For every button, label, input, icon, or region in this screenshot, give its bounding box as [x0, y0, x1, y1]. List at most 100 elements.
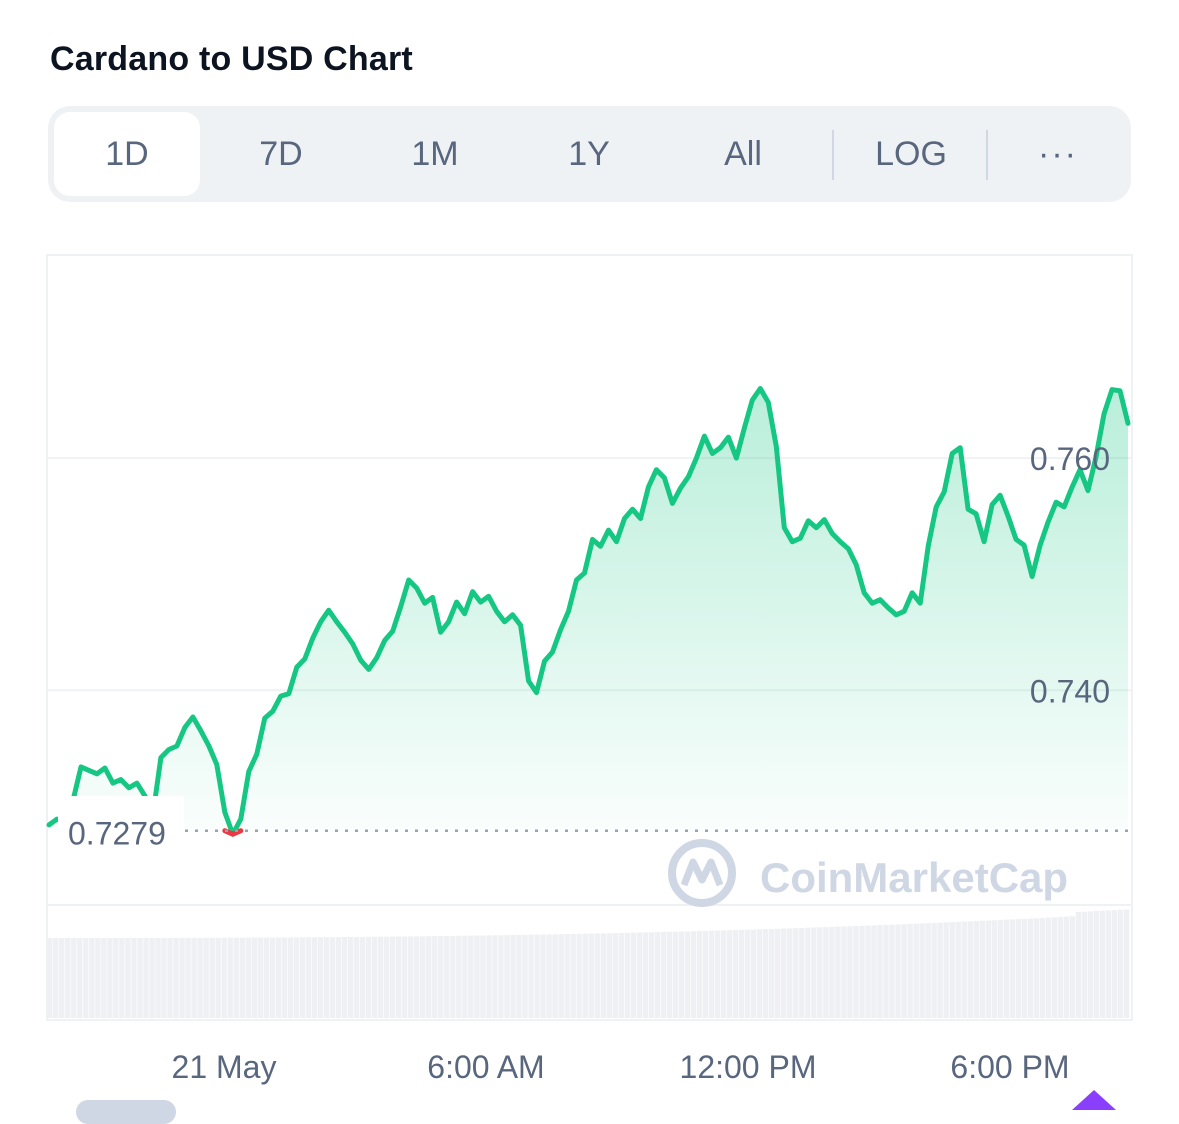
volume-bar: [883, 924, 889, 1018]
volume-bar: [672, 931, 679, 1018]
volume-bar: [678, 931, 685, 1018]
volume-bar: [534, 934, 540, 1018]
volume-bars: [47, 909, 1130, 1018]
volume-bar: [71, 937, 77, 1018]
tab-7d[interactable]: 7D: [259, 134, 303, 173]
volume-bar: [570, 933, 576, 1018]
volume-bar: [371, 936, 378, 1018]
volume-bar: [726, 930, 733, 1018]
volume-bar: [582, 933, 588, 1018]
volume-bar: [408, 936, 414, 1018]
volume-bar: [714, 930, 721, 1018]
volume-bar: [1003, 919, 1010, 1018]
volume-bar: [1117, 909, 1124, 1018]
volume-bar: [197, 937, 203, 1018]
volume-bar: [47, 938, 53, 1018]
volume-bar: [1063, 916, 1070, 1018]
volume-bar: [576, 933, 582, 1018]
volume-bar: [618, 932, 624, 1018]
volume-bar: [1069, 916, 1076, 1018]
x-axis: 21 May 6:00 AM 12:00 PM 6:00 PM: [172, 1049, 1070, 1085]
volume-bar: [600, 933, 606, 1018]
volume-bar: [245, 937, 251, 1018]
volume-bar: [101, 937, 107, 1018]
x-tick-label: 6:00 PM: [950, 1049, 1069, 1085]
volume-bar: [1051, 917, 1058, 1018]
volume-bar: [395, 936, 402, 1018]
volume-bar: [558, 934, 564, 1018]
volume-bar: [702, 930, 709, 1018]
volume-bar: [149, 937, 155, 1018]
x-tick-label: 6:00 AM: [427, 1049, 544, 1085]
volume-bar: [817, 927, 823, 1018]
volume-bar: [546, 934, 552, 1018]
volume-bar: [1015, 919, 1022, 1018]
volume-bar: [353, 936, 360, 1018]
volume-bar: [113, 937, 119, 1018]
volume-bar: [1021, 918, 1028, 1018]
watermark-text: CoinMarketCap: [760, 854, 1068, 901]
volume-bar: [775, 928, 781, 1018]
volume-bar: [185, 937, 191, 1018]
volume-bar: [317, 937, 324, 1018]
volume-bar: [1039, 917, 1046, 1018]
volume-bar: [341, 937, 348, 1018]
volume-bar: [498, 935, 504, 1018]
volume-bar: [462, 935, 468, 1018]
tab-1y[interactable]: 1Y: [568, 134, 610, 173]
volume-bar: [179, 937, 185, 1018]
volume-bar: [426, 936, 432, 1018]
volume-bar: [552, 934, 558, 1018]
volume-bar: [750, 929, 757, 1018]
watermark: CoinMarketCap: [668, 839, 1068, 907]
volume-bar: [889, 924, 895, 1018]
volume-bar: [793, 928, 799, 1018]
volume-bar: [401, 936, 408, 1018]
tab-1m[interactable]: 1M: [411, 134, 459, 173]
timeframe-tabs: 1D 7D 1M 1Y All LOG ···: [48, 106, 1131, 202]
volume-bar: [781, 928, 787, 1018]
baseline-label: 0.7279: [68, 816, 166, 852]
scroll-handle[interactable]: [76, 1100, 176, 1124]
x-tick-label: 21 May: [172, 1049, 277, 1085]
volume-bar: [335, 937, 342, 1018]
volume-bar: [287, 937, 294, 1018]
tab-1d[interactable]: 1D: [54, 112, 200, 196]
tab-log[interactable]: LOG: [875, 134, 947, 173]
volume-bar: [143, 937, 149, 1018]
volume-bar: [191, 937, 197, 1018]
volume-bar: [787, 928, 793, 1018]
tab-divider: [986, 130, 988, 180]
volume-bar: [949, 922, 955, 1018]
volume-bar: [847, 926, 853, 1018]
volume-bar: [438, 936, 444, 1018]
volume-bar: [696, 931, 703, 1018]
volume-bar: [269, 937, 276, 1018]
volume-bar: [1093, 911, 1100, 1018]
volume-bar: [1057, 916, 1064, 1018]
volume-bar: [480, 935, 486, 1018]
volume-bar: [708, 930, 715, 1018]
volume-bar: [835, 926, 841, 1018]
volume-bar: [444, 935, 450, 1018]
volume-bar: [805, 927, 811, 1018]
volume-bar: [510, 935, 516, 1018]
volume-bar: [107, 937, 113, 1018]
volume-bar: [606, 933, 612, 1018]
volume-bar: [305, 937, 312, 1018]
volume-bar: [155, 937, 161, 1018]
volume-bar: [528, 934, 534, 1018]
more-options-icon[interactable]: ···: [1038, 134, 1078, 173]
volume-bar: [991, 920, 998, 1018]
volume-bar: [1123, 909, 1130, 1018]
tab-all[interactable]: All: [724, 134, 762, 173]
volume-bar: [468, 935, 474, 1018]
volume-bar: [871, 925, 877, 1018]
volume-bar: [389, 936, 396, 1018]
volume-bar: [985, 920, 992, 1018]
volume-bar: [997, 919, 1004, 1018]
volume-bar: [732, 930, 739, 1018]
volume-bar: [937, 922, 943, 1018]
